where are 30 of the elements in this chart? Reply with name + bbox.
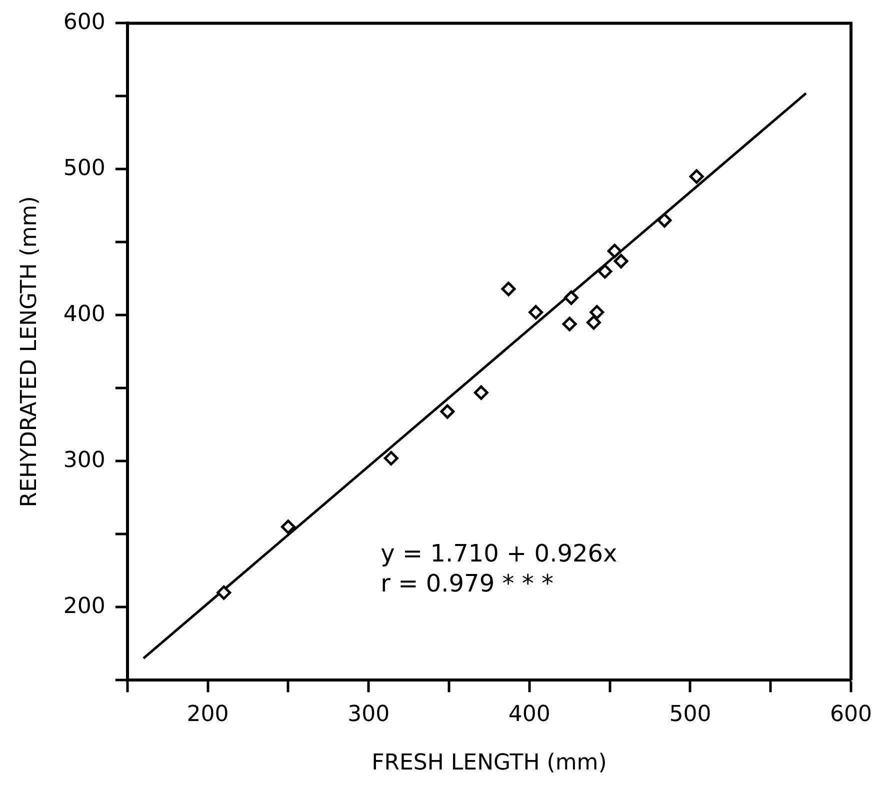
point	[598, 264, 612, 279]
y-axis-title: REHYDRATED LENGTH (mm)	[16, 196, 42, 508]
y-tick-label: 500	[63, 156, 106, 181]
point	[384, 451, 398, 466]
x-tick-label: 600	[830, 702, 872, 728]
point	[501, 282, 516, 296]
x-tick-label: 200	[186, 702, 229, 728]
annotation: y = 1.710 + 0.926x	[380, 540, 618, 568]
point	[440, 404, 455, 419]
point	[590, 305, 604, 320]
x-axis-title: FRESH LENGTH (mm)	[372, 750, 607, 776]
x-tick-label: 300	[348, 702, 390, 728]
point	[586, 315, 601, 330]
point	[474, 385, 488, 400]
point	[607, 244, 622, 258]
x-tick-label: 500	[669, 702, 712, 728]
y-tick-label: 200	[63, 594, 106, 619]
y-tick-label: 600	[63, 10, 106, 35]
point	[216, 585, 232, 600]
point	[528, 305, 544, 320]
y-tick-label: 300	[63, 448, 106, 473]
point	[562, 316, 577, 332]
point	[564, 290, 578, 305]
x-tick-label: 400	[508, 702, 550, 728]
annotation: r = 0.979 * * *	[380, 570, 554, 598]
point	[614, 254, 628, 268]
point	[657, 213, 672, 228]
point	[689, 169, 704, 184]
point	[280, 520, 296, 534]
y-tick-label: 400	[63, 302, 106, 327]
